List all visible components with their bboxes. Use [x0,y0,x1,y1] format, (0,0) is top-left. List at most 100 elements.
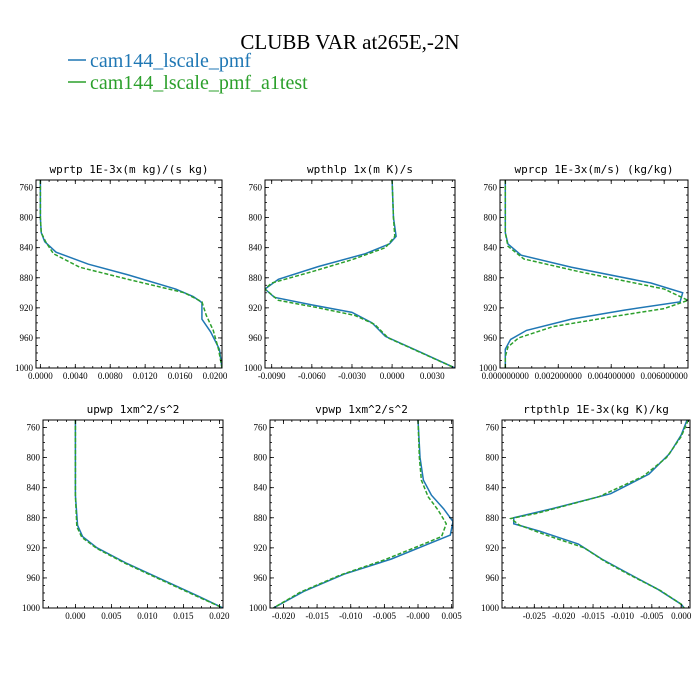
legend: cam144_lscale_pmf cam144_lscale_pmf_a1te… [68,50,308,94]
series-line-1-vpwp [273,420,453,608]
plot-frame-upwp [42,419,224,609]
y-tick-label: 1000 [22,603,41,613]
x-tick-label: -0.0030 [338,371,366,381]
series-line-2-vpwp [272,420,448,608]
y-tick-label: 800 [249,213,263,223]
y-tick-label: 960 [254,573,268,583]
y-tick-label: 880 [249,273,263,283]
y-tick-label: 880 [484,273,498,283]
x-tick-label: 0.020 [209,611,230,621]
x-tick-label: -0.005 [640,611,664,621]
plot-frame-wprtp [35,179,223,369]
y-tick-label: 1000 [481,603,500,613]
y-tick-label: 840 [486,483,500,493]
y-tick-label: 840 [249,243,263,253]
plot-frame-wprcp [499,179,689,369]
panel-title-vpwp: vpwp 1xm^2/s^2 [315,403,408,416]
y-tick-label: 920 [20,303,34,313]
x-tick-label: -0.000 [406,611,430,621]
series-line-2-upwp [74,420,223,608]
x-tick-label: -0.010 [611,611,635,621]
figure-title: CLUBB VAR at265E,-2N [240,30,459,54]
y-tick-label: 800 [254,453,268,463]
x-tick-label: 0.010 [137,611,158,621]
x-tick-label: 0.0120 [133,371,158,381]
x-tick-label: 0.005 [442,611,463,621]
x-tick-label: 0.006000000 [641,371,689,381]
y-tick-label: 1000 [249,603,268,613]
series-group [504,180,688,368]
y-tick-label: 1000 [479,363,498,373]
y-tick-label: 880 [27,513,41,523]
series-line-1-upwp [74,420,223,608]
y-tick-label: 920 [27,543,41,553]
x-tick-label: 0.0030 [420,371,445,381]
plot-frame-wpthlp [264,179,456,369]
series-line-2-wpthlp [265,180,455,368]
panel-wprcp: wprcp 1E-3x(m/s) (kg/kg) 760 800 840 880 920 9… [479,163,689,381]
x-tick-label: -0.015 [581,611,605,621]
y-tick-label: 760 [249,183,263,193]
panel-title-wpthlp: wpthlp 1x(m K)/s [307,163,413,176]
panel-title-wprcp: wprcp 1E-3x(m/s) (kg/kg) [515,163,674,176]
legend-label-1: cam144_lscale_pmf [90,50,251,72]
panel-vpwp: vpwp 1xm^2/s^2 760 800 840 880 920 960 1000 -0.0… [249,403,462,621]
series-line-2-rtpthlp [509,420,689,608]
y-tick-label: 960 [484,333,498,343]
x-tick-label: -0.0090 [258,371,286,381]
x-tick-label: 0.0000 [28,371,53,381]
x-tick-label: 0.0200 [203,371,228,381]
y-tick-label: 1000 [244,363,263,373]
x-tick-label: 0.005 [101,611,122,621]
panel-title-upwp: upwp 1xm^2/s^2 [87,403,180,416]
y-tick-label: 960 [20,333,34,343]
panel-title-wprtp: wprtp 1E-3x(m kg)/(s kg) [50,163,209,176]
series-line-1-wpthlp [265,180,455,368]
y-tick-label: 760 [254,423,268,433]
x-tick-label: 0.000 [65,611,86,621]
panel-wprtp: wprtp 1E-3x(m kg)/(s kg) 760 800 840 880 920 9… [15,163,228,381]
series-line-1-rtpthlp [513,420,688,608]
x-tick-label: -0.020 [272,611,296,621]
y-tick-label: 960 [27,573,41,583]
y-tick-label: 800 [486,453,500,463]
panel-title-rtpthlp: rtpthlp 1E-3x(kg K)/kg [523,403,669,416]
y-tick-label: 760 [27,423,41,433]
y-tick-label: 840 [484,243,498,253]
y-tick-label: 840 [20,243,34,253]
x-tick-label: -0.025 [523,611,547,621]
series-group [74,420,223,608]
x-tick-label: 0.0040 [63,371,88,381]
x-tick-label: -0.020 [552,611,576,621]
x-tick-label: 0.0160 [168,371,193,381]
plot-frame-vpwp [269,419,454,609]
y-tick-label: 880 [20,273,34,283]
y-tick-label: 760 [486,423,500,433]
y-tick-label: 960 [486,573,500,583]
y-tick-label: 880 [486,513,500,523]
x-tick-label: 0.000 [671,611,692,621]
x-tick-label: -0.010 [339,611,363,621]
y-tick-label: 840 [27,483,41,493]
y-tick-label: 960 [249,333,263,343]
series-line-2-wprtp [39,180,222,368]
y-tick-label: 760 [484,183,498,193]
panel-upwp: upwp 1xm^2/s^2 760 800 840 880 920 960 1000 0.00… [22,403,230,621]
y-tick-label: 800 [27,453,41,463]
panel-rtpthlp: rtpthlp 1E-3x(kg K)/kg 760 800 840 880 920 960… [481,403,692,621]
panel-wpthlp: wpthlp 1x(m K)/s7608008408809209601000-0… [244,163,456,381]
x-tick-label: -0.005 [373,611,397,621]
y-tick-label: 920 [484,303,498,313]
series-group [509,420,689,608]
y-tick-label: 800 [484,213,498,223]
x-tick-label: 0.000000000 [482,371,530,381]
y-tick-label: 1000 [15,363,34,373]
y-tick-label: 840 [254,483,268,493]
legend-label-2: cam144_lscale_pmf_a1test [90,72,308,94]
plot-frame-rtpthlp [501,419,691,609]
x-tick-label: 0.015 [173,611,194,621]
y-tick-label: 760 [20,183,34,193]
x-tick-label: 0.004000000 [588,371,636,381]
y-tick-label: 920 [249,303,263,313]
